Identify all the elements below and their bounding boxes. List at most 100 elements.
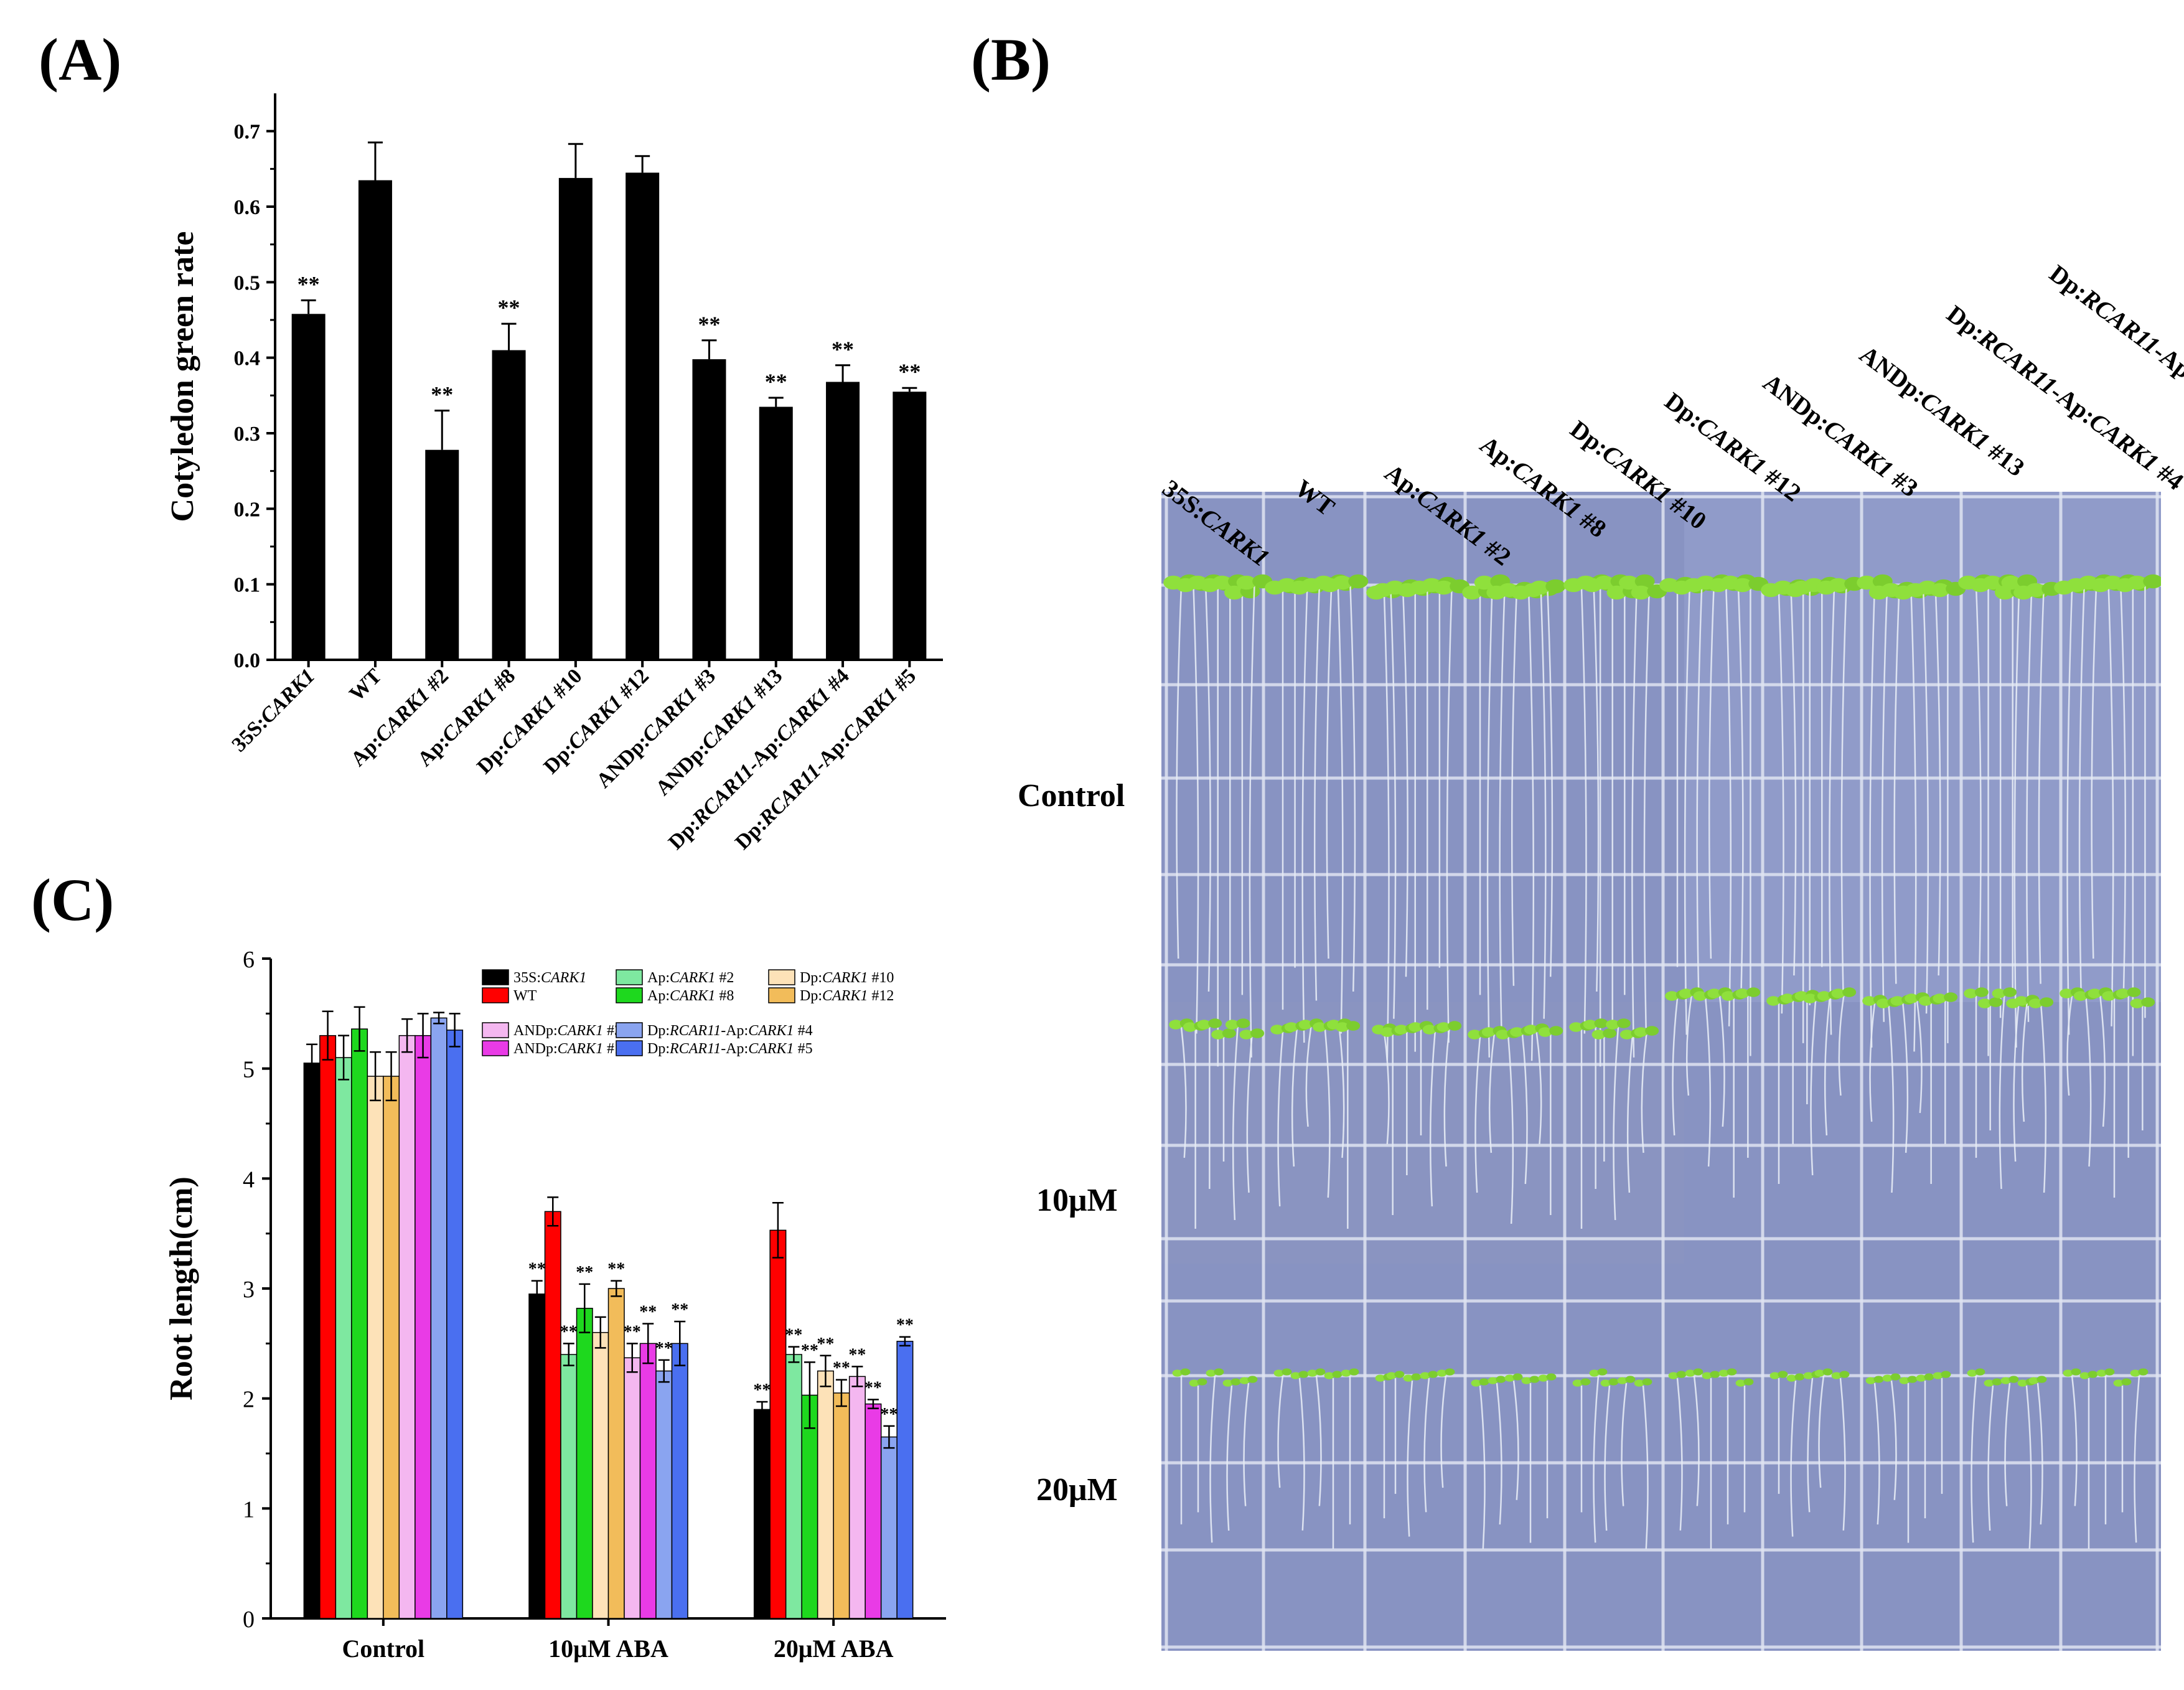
significance-mark: ** xyxy=(880,1405,898,1424)
cotyledon xyxy=(1433,580,1454,595)
cotyledon xyxy=(1572,1379,1583,1387)
cotyledon xyxy=(1180,1368,1191,1376)
cotyledon xyxy=(1488,1377,1498,1384)
cotyledon xyxy=(2143,574,2161,589)
y-tick-label: 4 xyxy=(243,1167,255,1193)
cotyledon xyxy=(1479,1378,1489,1386)
root xyxy=(2134,1375,2140,1543)
cotyledon xyxy=(1386,1372,1397,1379)
root xyxy=(1693,1375,1700,1506)
bar xyxy=(769,1229,787,1619)
root xyxy=(1193,587,1199,1034)
root xyxy=(2091,584,2097,959)
root xyxy=(1881,594,1888,1022)
cotyledon xyxy=(1380,1027,1394,1037)
significance-mark: ** xyxy=(576,1263,593,1282)
cotyledon xyxy=(2116,988,2130,998)
root xyxy=(1547,589,1554,977)
cotyledon xyxy=(2017,1379,2028,1387)
cotyledon xyxy=(1332,1371,1343,1378)
root xyxy=(1429,1031,1436,1207)
cotyledon xyxy=(1967,1369,1977,1377)
legend-label: ANDp:CARK1 #13 xyxy=(513,1041,629,1057)
bar xyxy=(576,1308,593,1619)
cotyledon xyxy=(2063,1369,2073,1377)
cotyledon xyxy=(1529,1376,1540,1383)
cotyledon xyxy=(1857,575,1877,590)
cotyledon xyxy=(1907,1376,1918,1383)
significance-mark: ** xyxy=(671,1300,688,1320)
cotyledon xyxy=(2073,991,2088,1001)
cotyledon xyxy=(1933,993,1947,1003)
cotyledon xyxy=(1842,987,1857,997)
cotyledon xyxy=(2141,997,2155,1007)
bar xyxy=(367,1076,384,1619)
bar xyxy=(759,406,793,660)
root xyxy=(1916,1000,1923,1114)
significance-mark: ** xyxy=(765,369,787,394)
x-tick-label: 10μM ABA xyxy=(548,1635,668,1663)
root xyxy=(1696,587,1703,997)
root xyxy=(1180,1026,1187,1158)
cotyledon xyxy=(1545,579,1566,594)
cotyledon xyxy=(1222,1379,1233,1387)
bar xyxy=(833,1392,850,1619)
legend-label: Dp:CARK1 #10 xyxy=(800,970,894,986)
root xyxy=(1204,584,1211,992)
cotyledon xyxy=(2088,1371,2098,1378)
root xyxy=(1840,587,1847,997)
y-tick-label: 0.2 xyxy=(234,498,261,521)
root xyxy=(1934,589,1941,976)
cotyledon xyxy=(2102,991,2116,1001)
root xyxy=(1338,1026,1345,1158)
cotyledon xyxy=(1273,1369,1284,1377)
cotyledon xyxy=(1270,1025,1285,1035)
cotyledon xyxy=(1732,578,1753,593)
y-tick-label: 3 xyxy=(243,1277,255,1303)
bar xyxy=(785,1354,802,1619)
cotyledon xyxy=(2040,997,2054,1007)
cotyledon xyxy=(1977,998,1992,1008)
cotyledon xyxy=(1721,991,1735,1001)
cotyledon xyxy=(1634,574,1655,589)
cotyledon xyxy=(1780,993,1794,1003)
cotyledon xyxy=(1504,1374,1515,1382)
cotyledon xyxy=(1676,1371,1687,1378)
cotyledon xyxy=(1589,1369,1600,1377)
cotyledon xyxy=(1375,1374,1385,1382)
y-tick-label: 0.4 xyxy=(234,347,261,370)
cotyledon xyxy=(1839,1371,1850,1378)
cotyledon xyxy=(1189,1379,1199,1387)
cotyledon xyxy=(1608,1378,1619,1386)
root xyxy=(1910,594,1917,1052)
cotyledon xyxy=(1428,1371,1438,1378)
cotyledon xyxy=(1600,1379,1611,1387)
cotyledon xyxy=(1603,1028,1617,1038)
significance-mark: ** xyxy=(655,1339,673,1358)
cotyledon xyxy=(1718,1369,1729,1377)
root xyxy=(1642,1385,1649,1549)
root xyxy=(2038,592,2045,984)
cotyledon xyxy=(1468,1030,1482,1040)
bar xyxy=(592,1331,609,1619)
bar xyxy=(893,392,927,660)
cotyledon xyxy=(1735,988,1750,998)
cotyledon xyxy=(1982,575,2003,590)
root xyxy=(1890,1380,1897,1500)
root xyxy=(1313,587,1320,1001)
root xyxy=(1613,1026,1619,1221)
root xyxy=(1528,594,1535,1061)
cotyledon xyxy=(1282,1368,1292,1376)
photo-column-label: 35S:CARK1 xyxy=(1158,474,1275,572)
cotyledon xyxy=(1794,1373,1805,1381)
cotyledon xyxy=(1524,1025,1538,1035)
root xyxy=(1685,995,1692,1096)
root xyxy=(2004,1383,2011,1506)
cotyledon xyxy=(1702,1372,1712,1379)
cotyledon xyxy=(1348,574,1369,589)
cotyledon xyxy=(1529,580,1550,595)
cotyledon xyxy=(1411,1373,1422,1381)
cotyledon xyxy=(1975,1368,1985,1376)
cotyledon xyxy=(1831,1372,1842,1379)
